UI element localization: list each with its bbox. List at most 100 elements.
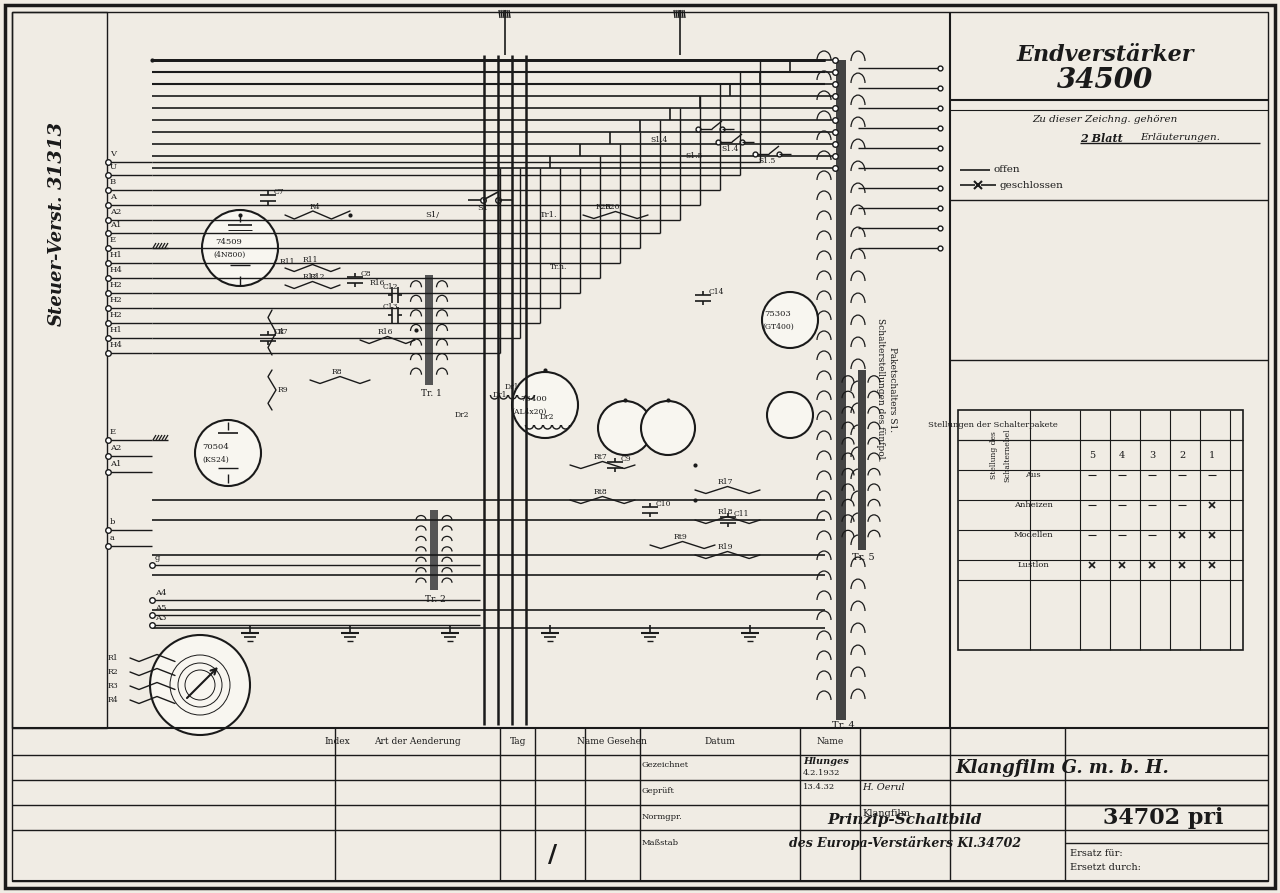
Text: H. Oerul: H. Oerul [861,782,905,791]
Text: R2: R2 [108,668,118,676]
Circle shape [195,420,261,486]
Text: R3: R3 [108,682,118,690]
Bar [12,12,108,728]
Text: /: / [548,843,557,867]
Text: Index: Index [324,737,349,746]
Text: Normgpr.: Normgpr. [643,813,682,821]
Text: 4: 4 [1119,450,1125,460]
Text: S1.4: S1.4 [650,136,667,144]
Text: R11: R11 [280,258,296,266]
Text: R20: R20 [604,203,620,211]
Text: Gezeichnet: Gezeichnet [643,761,689,769]
Text: Paketschalters S1.: Paketschalters S1. [888,347,897,432]
Text: A3: A3 [155,614,166,622]
Text: Maßstab: Maßstab [643,839,678,847]
Text: g: g [155,554,160,562]
Text: Ersatz für:: Ersatz für: [1070,849,1123,858]
Circle shape [598,401,652,455]
Text: Tr. 4: Tr. 4 [832,721,854,730]
Text: A1: A1 [110,460,122,468]
Text: R16: R16 [378,328,393,336]
Text: R12: R12 [302,273,317,281]
Text: Name: Name [817,737,844,746]
Text: Art der Aenderung: Art der Aenderung [374,737,461,746]
Bar [430,510,438,590]
Text: H2: H2 [110,281,123,289]
Circle shape [512,372,579,438]
Text: C11: C11 [733,510,750,518]
Text: Zu dieser Zeichng. gehören: Zu dieser Zeichng. gehören [1033,115,1178,124]
Text: Rt7: Rt7 [593,453,607,461]
Text: C14: C14 [709,288,724,296]
Text: S1: S1 [477,204,489,212]
Text: R11: R11 [302,256,317,264]
Circle shape [202,210,278,286]
Text: Rt8: Rt8 [593,488,607,496]
Text: (GT400): (GT400) [762,323,794,331]
Text: Dr1: Dr1 [493,391,507,399]
Text: Tr. 2: Tr. 2 [425,596,445,605]
Text: H1: H1 [110,326,123,334]
Text: Dr2: Dr2 [454,411,470,419]
Text: geschlossen: geschlossen [1000,180,1064,189]
Text: H2: H2 [110,311,123,319]
Text: H4: H4 [110,341,123,349]
Text: (4N800): (4N800) [212,251,246,259]
Text: S1/: S1/ [425,211,439,219]
Text: C7: C7 [274,188,284,196]
Text: B: B [110,178,116,186]
Text: C9: C9 [621,455,631,463]
Text: 2: 2 [1179,450,1185,460]
Text: Tr.n.: Tr.n. [550,263,567,271]
Text: E: E [110,236,116,244]
Text: A2: A2 [110,208,122,216]
Text: U: U [110,163,116,171]
Text: C10: C10 [657,500,672,508]
Text: Datum: Datum [704,737,736,746]
Text: A5: A5 [155,604,166,612]
Text: Lustlon: Lustlon [1018,561,1048,569]
Text: S1.4: S1.4 [722,145,739,153]
Text: R4: R4 [108,696,118,704]
Text: (AL4x20): (AL4x20) [511,408,547,416]
Circle shape [762,292,818,348]
Text: R17: R17 [717,478,732,486]
Text: b: b [110,518,115,526]
Text: Anheizen: Anheizen [1014,501,1052,509]
Text: Rt9: Rt9 [673,533,687,541]
Text: 73400: 73400 [521,395,548,403]
Text: Dr1: Dr1 [504,383,520,391]
Text: Aus: Aus [1025,471,1041,479]
Text: Name Gesehen: Name Gesehen [577,737,646,746]
Text: Schalterstellungen des fünfpol.: Schalterstellungen des fünfpol. [876,318,884,462]
Text: 31313: 31313 [49,121,67,189]
Text: Klangfilm G. m. b. H.: Klangfilm G. m. b. H. [955,759,1169,777]
Text: R20: R20 [596,203,612,211]
Text: Steuer-Verst.: Steuer-Verst. [49,195,67,326]
Text: C8: C8 [361,270,371,278]
Text: S1.5: S1.5 [685,152,703,160]
Text: Ersetzt durch:: Ersetzt durch: [1070,863,1140,872]
Text: 70504: 70504 [202,443,229,451]
Text: C13: C13 [383,303,398,311]
Text: Stellung des: Stellung des [989,431,998,479]
Text: 1: 1 [1208,450,1215,460]
Text: C12: C12 [383,283,398,291]
Text: Schalternebel: Schalternebel [1004,429,1011,481]
Circle shape [150,635,250,735]
Text: 5: 5 [1089,450,1096,460]
Bar [957,410,1243,650]
Bar [836,60,846,720]
Text: R12: R12 [310,273,325,281]
Text: R16: R16 [370,279,385,287]
Circle shape [641,401,695,455]
Text: Tr. 1: Tr. 1 [421,388,442,397]
Text: 3: 3 [1149,450,1155,460]
Text: (KS24): (KS24) [202,456,229,464]
Text: 75303: 75303 [764,310,791,318]
Text: Prinzip-Schaltbild: Prinzip-Schaltbild [828,813,982,827]
Text: H4: H4 [110,266,123,274]
Text: R19: R19 [717,543,732,551]
Text: Tr1.: Tr1. [540,211,558,219]
Text: R18: R18 [717,508,732,516]
